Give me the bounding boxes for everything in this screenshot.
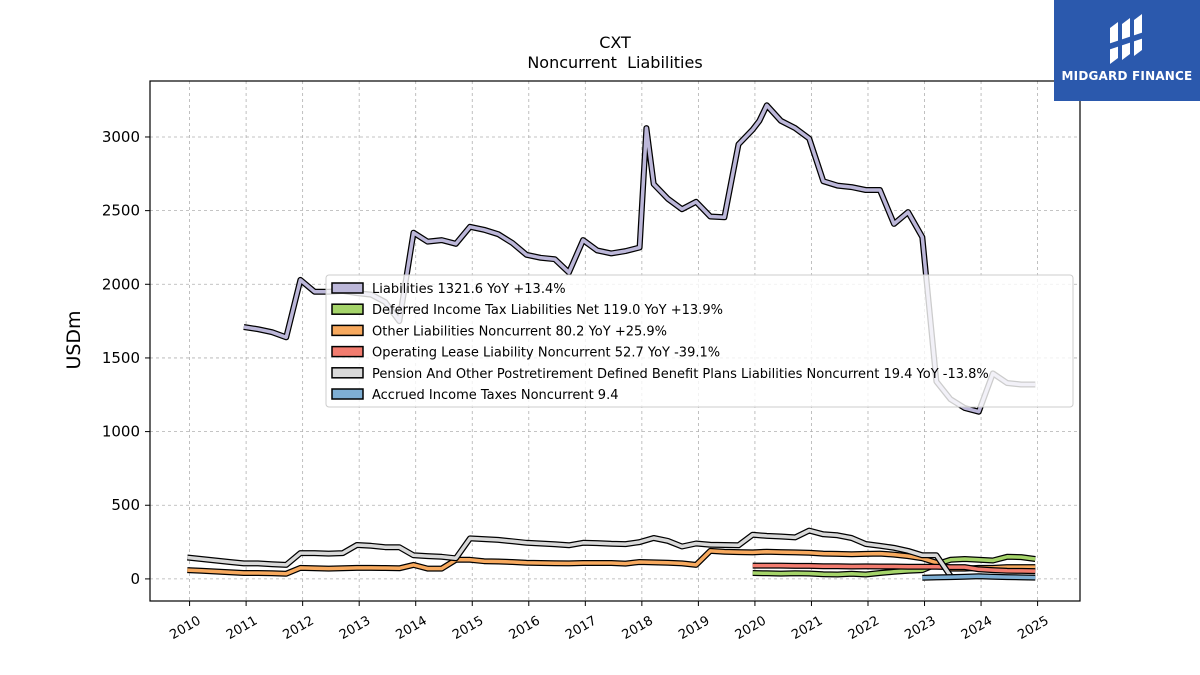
x-tick-label: 2023 bbox=[902, 613, 938, 643]
x-tick-label: 2018 bbox=[620, 613, 656, 643]
series-line bbox=[187, 528, 952, 577]
y-tick-label: 2500 bbox=[102, 202, 140, 220]
legend-entry: Liabilities 1321.6 YoY +13.4% bbox=[372, 282, 566, 297]
legend-swatch bbox=[331, 345, 364, 358]
x-tick-label: 2011 bbox=[224, 613, 260, 643]
brand-logo: MIDGARD FINANCE bbox=[1054, 0, 1200, 101]
legend-swatch bbox=[331, 367, 364, 379]
y-tick-label: 0 bbox=[130, 570, 140, 588]
logo-text: MIDGARD FINANCE bbox=[1061, 69, 1193, 83]
x-tick-label: 2012 bbox=[280, 613, 316, 643]
x-tick-label: 2014 bbox=[394, 613, 430, 643]
legend-box bbox=[325, 274, 1074, 408]
logo-mark-icon bbox=[1108, 14, 1144, 64]
chart-title: CXT bbox=[599, 33, 631, 52]
legend-entry: Pension And Other Postretirement Defined… bbox=[372, 367, 989, 382]
legend-entry: Accrued Income Taxes Noncurrent 9.4 bbox=[372, 388, 618, 403]
legend-entry: Operating Lease Liability Noncurrent 52.… bbox=[372, 346, 720, 361]
x-tick-label: 2025 bbox=[1015, 613, 1051, 643]
legend-swatch bbox=[331, 303, 364, 315]
series-line bbox=[752, 555, 1036, 577]
series-line bbox=[752, 563, 1036, 573]
y-tick-label: 2000 bbox=[102, 275, 140, 293]
x-tick-label: 2020 bbox=[733, 613, 769, 643]
x-tick-label: 2016 bbox=[507, 613, 543, 643]
x-tick-label: 2015 bbox=[450, 613, 486, 643]
legend-swatch bbox=[331, 282, 364, 294]
x-tick-label: 2022 bbox=[846, 613, 882, 643]
x-tick-label: 2013 bbox=[337, 613, 373, 643]
y-tick-label: 1500 bbox=[102, 349, 140, 367]
y-tick-label: 1000 bbox=[102, 423, 140, 441]
plot-frame bbox=[149, 80, 1081, 602]
y-tick-label: 500 bbox=[111, 496, 140, 514]
legend-entry: Deferred Income Tax Liabilities Net 119.… bbox=[372, 303, 723, 318]
series-line bbox=[922, 574, 1036, 580]
x-tick-label: 2010 bbox=[167, 613, 203, 643]
legend-swatch bbox=[331, 388, 364, 400]
x-tick-label: 2019 bbox=[676, 613, 712, 643]
y-tick-label: 3000 bbox=[102, 128, 140, 146]
legend: Liabilities 1321.6 YoY +13.4% Deferred In… bbox=[325, 274, 1074, 408]
x-tick-label: 2024 bbox=[959, 613, 995, 643]
chart-subtitle: Noncurrent Liabilities bbox=[527, 53, 702, 72]
x-tick-label: 2017 bbox=[563, 613, 599, 643]
legend-swatch bbox=[331, 324, 364, 337]
x-tick-label: 2021 bbox=[789, 613, 825, 643]
legend-entry: Other Liabilities Noncurrent 80.2 YoY +2… bbox=[372, 324, 667, 339]
y-axis-label: USDm bbox=[63, 310, 85, 369]
